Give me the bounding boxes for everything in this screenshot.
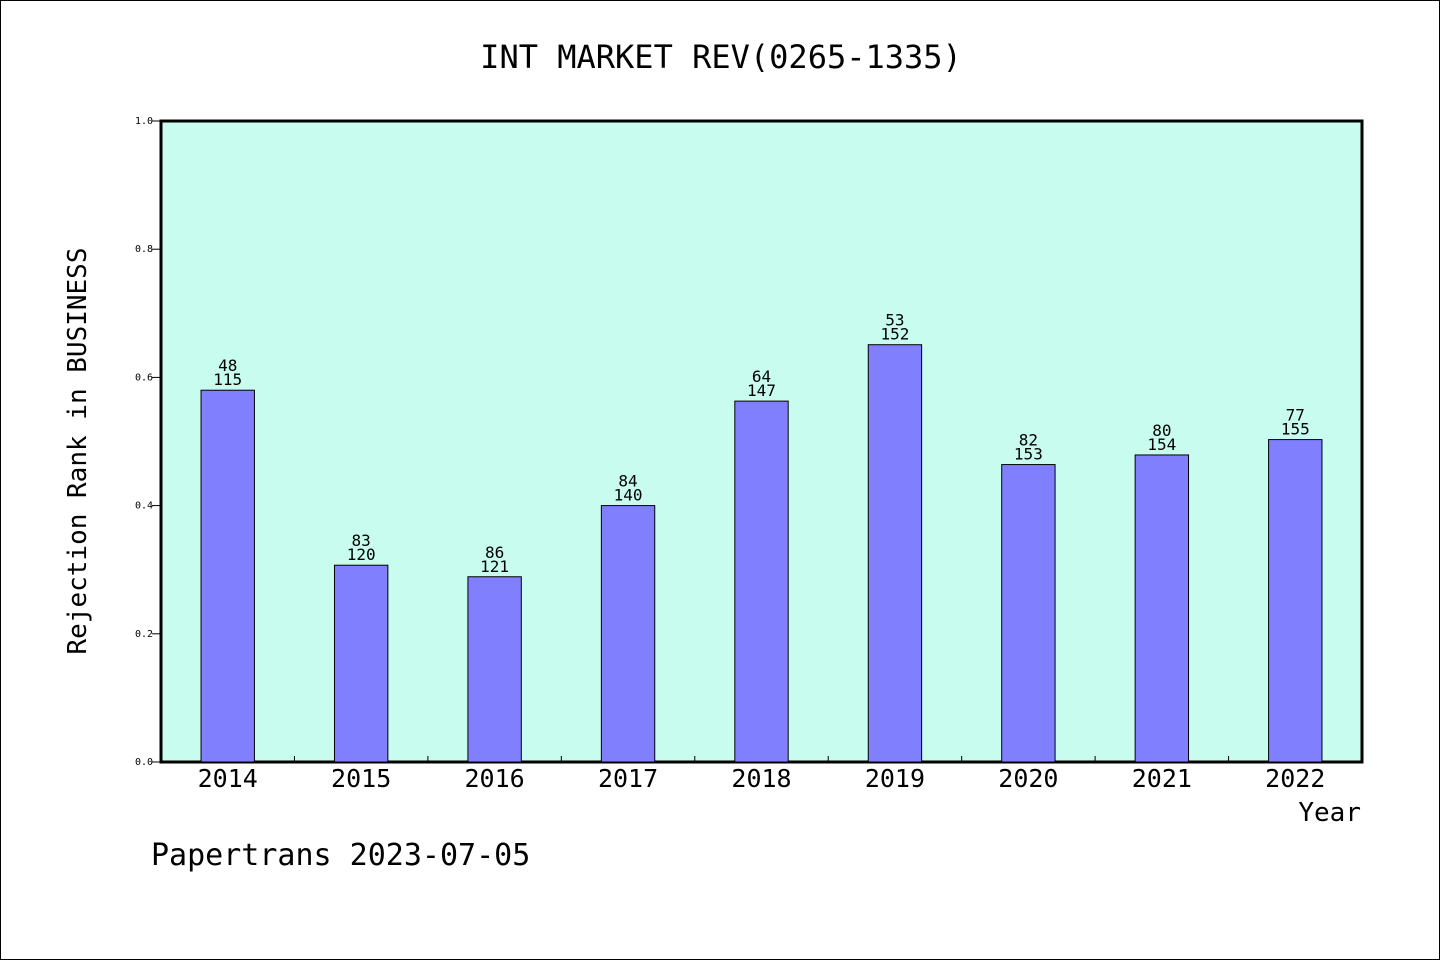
- bar-label-top: 64: [752, 367, 771, 386]
- bar-label-bottom: 153: [1014, 445, 1043, 464]
- bar: [734, 400, 789, 763]
- x-tick-label: 2018: [731, 764, 791, 793]
- bar-label-bottom: 121: [480, 557, 509, 576]
- bar: [1134, 454, 1190, 763]
- x-tick-label: 2021: [1132, 764, 1192, 793]
- bar-label-bottom: 120: [347, 545, 376, 564]
- y-tick-label: 1.0: [135, 116, 153, 127]
- bar: [1268, 439, 1323, 763]
- x-tick-label: 2020: [998, 764, 1058, 793]
- x-tick-label: 2015: [331, 764, 391, 793]
- y-tick-label: 0.4: [135, 501, 153, 512]
- y-tick-label: 0.6: [135, 372, 153, 383]
- bar-label-top: 84: [618, 472, 637, 491]
- bar: [867, 344, 923, 763]
- bar-label-bottom: 155: [1281, 420, 1310, 439]
- bar-label-top: 53: [885, 311, 904, 330]
- x-tick-label: 2014: [198, 764, 258, 793]
- y-tick-label: 0.2: [135, 629, 153, 640]
- bar-label-top: 80: [1152, 421, 1171, 440]
- bar: [600, 505, 656, 763]
- bar-label-top: 83: [352, 531, 371, 550]
- bars: [200, 344, 1323, 763]
- bar: [333, 564, 389, 763]
- x-tick-label: 2016: [465, 764, 525, 793]
- x-axis: 2014 2015 2016 2017 2018 2019 2020 2021 2022: [198, 756, 1325, 793]
- bar-label-top: 77: [1286, 406, 1305, 425]
- bar-label-top: 48: [218, 356, 237, 375]
- y-axis-label: Rejection Rank in BUSINESS: [63, 248, 93, 655]
- bar-label-bottom: 154: [1147, 435, 1176, 454]
- footer-source-date: Papertrans 2023-07-05: [151, 838, 530, 873]
- bar-label-bottom: 152: [880, 325, 909, 344]
- bar-label-bottom: 115: [213, 370, 242, 389]
- x-tick-label: 2022: [1265, 764, 1325, 793]
- bar-label-bottom: 147: [747, 381, 776, 400]
- bar: [1001, 464, 1056, 763]
- x-tick-label: 2019: [865, 764, 925, 793]
- bar-label-top: 86: [485, 543, 504, 562]
- y-axis: 0.0 0.2 0.4 0.6 0.8 1.0: [135, 116, 161, 768]
- bar: [467, 576, 522, 763]
- bar-label-bottom: 140: [614, 486, 643, 505]
- chart-title: INT MARKET REV(0265-1335): [480, 38, 962, 76]
- bar: [200, 389, 255, 763]
- x-tick-label: 2017: [598, 764, 658, 793]
- x-axis-label: Year: [1298, 798, 1361, 828]
- y-tick-label: 0.8: [135, 244, 153, 255]
- y-tick-label: 0.0: [135, 757, 153, 768]
- bar-label-top: 82: [1019, 431, 1038, 450]
